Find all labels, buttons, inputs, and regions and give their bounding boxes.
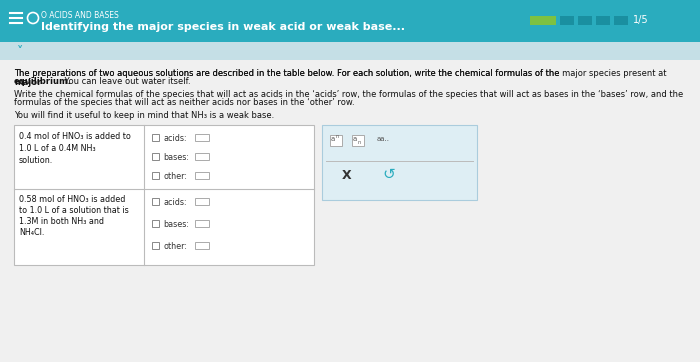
Bar bbox=[560, 16, 574, 25]
Text: bases:: bases: bbox=[163, 220, 189, 229]
Text: Write the chemical formulas of the species that will act as acids in the ‘acids’: Write the chemical formulas of the speci… bbox=[14, 90, 683, 99]
Bar bbox=[152, 220, 159, 227]
Text: solution.: solution. bbox=[19, 156, 53, 165]
Text: aa..: aa.. bbox=[377, 136, 390, 142]
Bar bbox=[195, 220, 209, 227]
Text: 1.3M in both NH₃ and: 1.3M in both NH₃ and bbox=[19, 217, 104, 226]
Bar bbox=[152, 134, 159, 141]
Bar bbox=[0, 0, 700, 42]
Text: ↺: ↺ bbox=[382, 167, 395, 182]
Text: other:: other: bbox=[163, 172, 187, 181]
Text: X: X bbox=[342, 169, 351, 182]
Bar bbox=[195, 242, 209, 249]
Bar bbox=[0, 60, 700, 362]
Text: The preparations of two aqueous solutions are described in the table below. For : The preparations of two aqueous solution… bbox=[14, 69, 562, 78]
Bar bbox=[195, 172, 209, 179]
Text: acids:: acids: bbox=[163, 134, 187, 143]
Text: O ACIDS AND BASES: O ACIDS AND BASES bbox=[41, 11, 119, 20]
Text: NH₄Cl.: NH₄Cl. bbox=[19, 228, 44, 237]
Bar bbox=[195, 153, 209, 160]
Text: n: n bbox=[358, 140, 361, 145]
Bar bbox=[152, 172, 159, 179]
Text: You will find it useful to keep in mind that NH₃ is a weak base.: You will find it useful to keep in mind … bbox=[14, 111, 274, 120]
Text: other:: other: bbox=[163, 242, 187, 251]
Text: formulas of the species that will act as neither acids nor bases in the ‘other’ : formulas of the species that will act as… bbox=[14, 98, 355, 107]
Bar bbox=[0, 42, 700, 60]
Text: a: a bbox=[353, 136, 357, 142]
Text: bases:: bases: bbox=[163, 153, 189, 162]
Text: 1.0 L of a 0.4M NH₃: 1.0 L of a 0.4M NH₃ bbox=[19, 144, 96, 153]
Bar bbox=[352, 135, 364, 146]
Text: n: n bbox=[336, 134, 339, 139]
Text: 0.58 mol of HNO₃ is added: 0.58 mol of HNO₃ is added bbox=[19, 195, 125, 204]
Bar bbox=[14, 125, 314, 265]
Bar bbox=[195, 134, 209, 141]
Bar bbox=[530, 16, 556, 25]
Text: 1/5: 1/5 bbox=[633, 16, 649, 25]
Bar bbox=[195, 198, 209, 205]
Text: You can leave out water itself.: You can leave out water itself. bbox=[62, 77, 190, 86]
Bar bbox=[152, 198, 159, 205]
Text: a: a bbox=[331, 136, 335, 142]
Bar bbox=[596, 16, 610, 25]
Text: major: major bbox=[14, 78, 41, 87]
Text: equilibrium.: equilibrium. bbox=[14, 77, 72, 86]
Bar bbox=[578, 16, 592, 25]
Bar bbox=[152, 153, 159, 160]
Bar bbox=[152, 242, 159, 249]
Text: acids:: acids: bbox=[163, 198, 187, 207]
Bar bbox=[614, 16, 628, 25]
Text: 0.4 mol of HNO₃ is added to: 0.4 mol of HNO₃ is added to bbox=[19, 132, 131, 141]
Bar bbox=[330, 135, 342, 146]
Bar bbox=[322, 125, 477, 200]
Text: The preparations of two aqueous solutions are described in the table below. For : The preparations of two aqueous solution… bbox=[14, 69, 666, 78]
Text: ˅: ˅ bbox=[17, 45, 23, 58]
Text: Identifying the major species in weak acid or weak base...: Identifying the major species in weak ac… bbox=[41, 22, 405, 32]
Text: to 1.0 L of a solution that is: to 1.0 L of a solution that is bbox=[19, 206, 129, 215]
